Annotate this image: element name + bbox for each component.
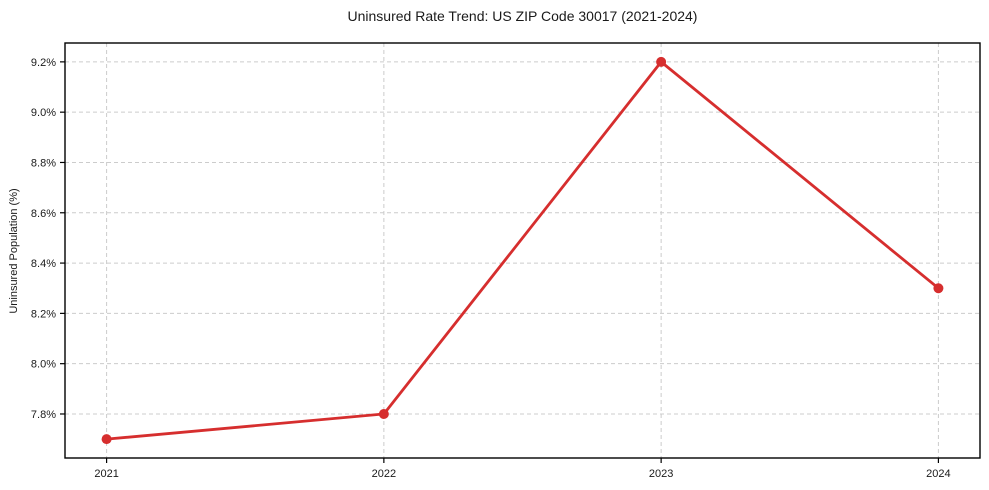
x-tick-label: 2024 — [926, 468, 950, 480]
y-tick-label: 8.6% — [31, 208, 56, 220]
plot-frame — [64, 42, 981, 459]
x-tick-label: 2022 — [372, 468, 396, 480]
data-point — [101, 434, 112, 445]
y-tick-label: 7.8% — [31, 409, 56, 421]
y-tick-label: 9.0% — [31, 107, 56, 119]
data-point — [378, 408, 389, 419]
y-tick-label: 8.4% — [31, 258, 56, 270]
y-tick-label: 8.0% — [31, 359, 56, 371]
x-tick-label: 2021 — [94, 468, 118, 480]
chart-title: Uninsured Rate Trend: US ZIP Code 30017 … — [347, 8, 698, 24]
y-tick-label: 9.2% — [31, 57, 56, 69]
y-tick-label: 8.8% — [31, 157, 56, 169]
y-tick-label: 8.2% — [31, 308, 56, 320]
data-point — [933, 283, 944, 294]
trend-line — [105, 60, 940, 441]
data-point — [656, 56, 667, 67]
x-tick-label: 2023 — [649, 468, 673, 480]
